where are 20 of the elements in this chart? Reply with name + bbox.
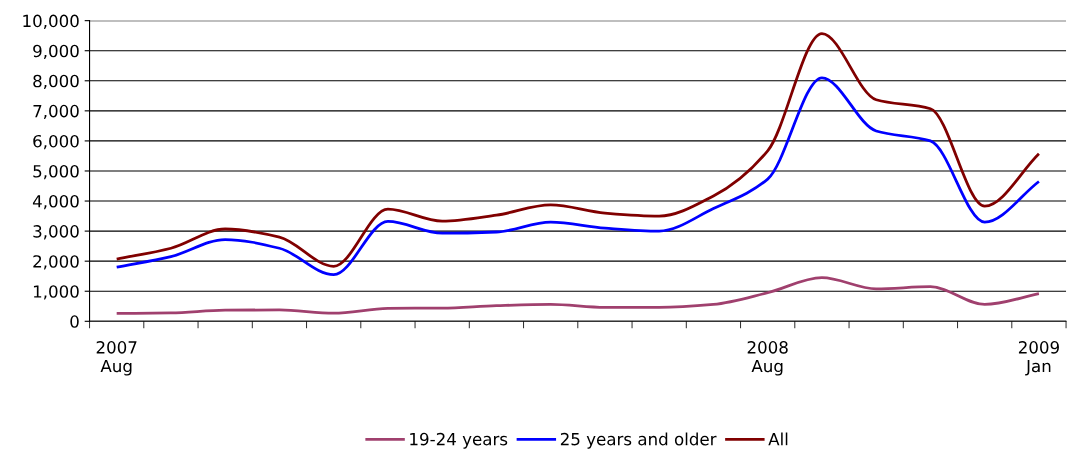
line-series (115, 76, 1041, 277)
y-tick-label: 1,000 (33, 285, 79, 300)
legend-label: 19-24 years (410, 432, 508, 449)
line-series (115, 32, 1041, 268)
x-tick-label: 2007 Aug (96, 341, 137, 376)
x-tick-label: 2009 Jan (1018, 341, 1059, 376)
legend-label: 25 years and older (560, 432, 717, 449)
y-tick-label: 3,000 (33, 225, 79, 240)
line-series (115, 276, 1041, 315)
legend-label: All (768, 432, 788, 446)
y-tick-label: 5,000 (33, 164, 79, 180)
y-tick-label: 7,000 (33, 104, 79, 120)
x-tick-label: 2008 Aug (747, 341, 788, 376)
y-tick-label: 8,000 (33, 74, 79, 90)
y-tick-label: 10,000 (23, 14, 79, 29)
y-tick-label: 2,000 (33, 255, 79, 270)
y-tick-label: 9,000 (33, 44, 79, 59)
y-tick-label: 4,000 (32, 195, 79, 210)
y-tick-label: 0 (70, 315, 79, 328)
y-tick-label: 6,000 (33, 134, 79, 150)
